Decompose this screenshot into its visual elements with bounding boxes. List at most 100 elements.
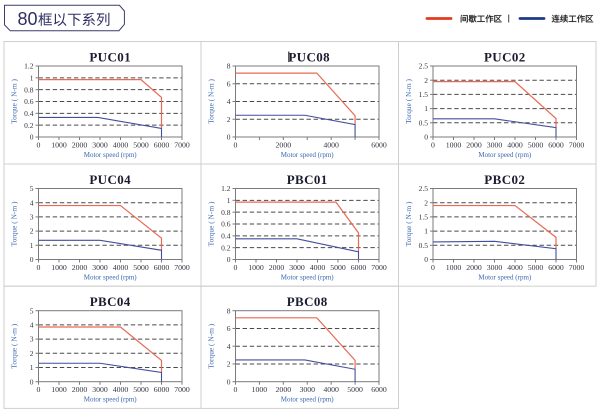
svg-text:Torque ( N-m ): Torque ( N-m ): [404, 201, 413, 246]
svg-text:1.2: 1.2: [24, 62, 34, 71]
svg-text:0: 0: [227, 133, 231, 142]
svg-text:4000: 4000: [113, 141, 129, 150]
svg-text:2000: 2000: [466, 141, 482, 150]
svg-text:5000: 5000: [347, 385, 363, 394]
svg-text:4000: 4000: [310, 263, 326, 272]
svg-text:0.6: 0.6: [24, 97, 34, 106]
svg-text:3000: 3000: [487, 141, 503, 150]
svg-text:3000: 3000: [92, 385, 108, 394]
svg-text:PUC08: PUC08: [288, 50, 330, 65]
svg-text:0.8: 0.8: [24, 85, 34, 94]
svg-text:0: 0: [424, 133, 428, 142]
svg-text:1000: 1000: [51, 141, 67, 150]
svg-text:0: 0: [37, 141, 41, 150]
svg-text:0: 0: [424, 255, 428, 264]
svg-text:1: 1: [30, 73, 34, 82]
svg-text:0.5: 0.5: [419, 118, 429, 127]
svg-text:PUC04: PUC04: [89, 172, 131, 187]
svg-text:1000: 1000: [51, 263, 67, 272]
svg-text:4000: 4000: [323, 141, 339, 150]
svg-text:5000: 5000: [330, 263, 346, 272]
svg-text:2: 2: [227, 115, 231, 124]
svg-text:6000: 6000: [351, 263, 367, 272]
svg-text:0: 0: [30, 377, 34, 386]
svg-text:PBC04: PBC04: [90, 294, 131, 309]
svg-text:7000: 7000: [174, 263, 190, 272]
svg-text:Torque ( N-m ): Torque ( N-m ): [207, 323, 216, 368]
svg-text:0.2: 0.2: [221, 243, 231, 252]
svg-text:7000: 7000: [174, 385, 190, 394]
svg-text:4000: 4000: [507, 263, 523, 272]
svg-text:4000: 4000: [507, 141, 523, 150]
svg-text:5000: 5000: [528, 263, 544, 272]
svg-text:1: 1: [30, 363, 34, 372]
svg-text:7000: 7000: [174, 141, 190, 150]
svg-text:Motor speed (rpm): Motor speed (rpm): [281, 273, 335, 281]
svg-text:Torque ( N-m ): Torque ( N-m ): [404, 79, 413, 124]
svg-text:2: 2: [424, 198, 428, 207]
svg-text:Torque ( N-m ): Torque ( N-m ): [207, 201, 216, 246]
svg-text:Motor speed (rpm): Motor speed (rpm): [84, 151, 138, 159]
svg-text:6000: 6000: [154, 141, 170, 150]
svg-text:2000: 2000: [276, 141, 292, 150]
svg-text:4: 4: [227, 97, 231, 106]
svg-text:PUC02: PUC02: [484, 50, 526, 65]
svg-text:5000: 5000: [133, 385, 149, 394]
svg-text:1: 1: [30, 241, 34, 250]
svg-text:2: 2: [424, 76, 428, 85]
svg-text:2000: 2000: [72, 263, 88, 272]
svg-text:0: 0: [234, 141, 238, 150]
svg-text:7000: 7000: [569, 141, 585, 150]
svg-text:0.6: 0.6: [221, 220, 231, 229]
svg-text:1: 1: [227, 196, 231, 205]
svg-text:Motor speed (rpm): Motor speed (rpm): [478, 151, 532, 159]
svg-text:1.2: 1.2: [221, 184, 231, 193]
svg-text:Motor speed (rpm): Motor speed (rpm): [84, 396, 138, 404]
svg-text:3: 3: [30, 335, 34, 344]
svg-text:PBC01: PBC01: [287, 172, 328, 187]
svg-text:2: 2: [30, 349, 34, 358]
svg-text:6000: 6000: [371, 385, 387, 394]
svg-text:0: 0: [37, 385, 41, 394]
svg-text:Motor speed (rpm): Motor speed (rpm): [281, 151, 335, 159]
svg-text:0: 0: [234, 263, 238, 272]
svg-text:5: 5: [30, 184, 34, 193]
svg-text:1000: 1000: [446, 263, 462, 272]
svg-text:Motor speed (rpm): Motor speed (rpm): [84, 273, 138, 281]
svg-text:6000: 6000: [154, 263, 170, 272]
svg-text:8: 8: [227, 306, 231, 315]
svg-text:0: 0: [227, 377, 231, 386]
svg-text:5000: 5000: [528, 141, 544, 150]
svg-text:PBC02: PBC02: [484, 172, 525, 187]
svg-text:1000: 1000: [248, 263, 264, 272]
svg-text:Torque ( N-m ): Torque ( N-m ): [10, 201, 19, 246]
svg-text:PUC01: PUC01: [89, 50, 131, 65]
svg-text:4: 4: [30, 321, 34, 330]
svg-text:2000: 2000: [269, 263, 285, 272]
svg-text:7000: 7000: [371, 263, 387, 272]
svg-text:Torque ( N-m ): Torque ( N-m ): [10, 323, 19, 368]
svg-text:4000: 4000: [323, 385, 339, 394]
svg-text:7000: 7000: [569, 263, 585, 272]
svg-text:2000: 2000: [466, 263, 482, 272]
svg-text:6000: 6000: [548, 263, 564, 272]
svg-text:0.4: 0.4: [221, 231, 231, 240]
svg-text:0.4: 0.4: [24, 109, 34, 118]
svg-text:3000: 3000: [92, 263, 108, 272]
svg-text:2: 2: [227, 360, 231, 369]
svg-text:0.2: 0.2: [24, 121, 34, 130]
svg-text:2: 2: [30, 227, 34, 236]
svg-text:6000: 6000: [371, 141, 387, 150]
svg-text:3000: 3000: [289, 263, 305, 272]
svg-text:3000: 3000: [299, 385, 315, 394]
svg-text:6: 6: [227, 324, 231, 333]
svg-text:PBC08: PBC08: [287, 294, 328, 309]
svg-text:0: 0: [431, 141, 435, 150]
svg-text:2000: 2000: [276, 385, 292, 394]
svg-text:Motor speed (rpm): Motor speed (rpm): [281, 396, 335, 404]
svg-text:2.5: 2.5: [419, 184, 429, 193]
svg-text:3000: 3000: [487, 263, 503, 272]
svg-text:0: 0: [234, 385, 238, 394]
svg-text:6: 6: [227, 79, 231, 88]
svg-text:80: 80: [18, 9, 38, 29]
